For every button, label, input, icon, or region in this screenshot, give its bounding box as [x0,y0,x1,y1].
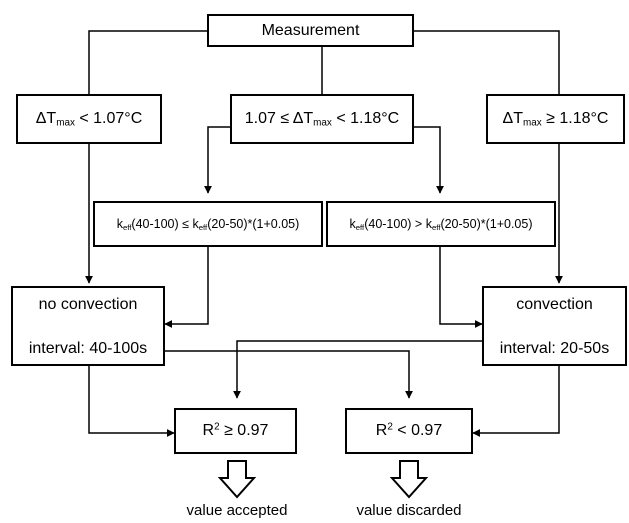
connector-convection-to-r2-lt [472,365,560,437]
delta-t-low-label: ΔTmax < 1.07°C [35,110,143,129]
connector-convection-to-r2-ge [233,340,482,399]
delta-t-high-label: ΔTmax ≥ 1.18°C [502,110,609,129]
connector-no-convection-to-r2-ge [88,365,175,437]
r2-discard-box: R2 < 0.97 [345,408,473,454]
convection-interval: interval: 20-50s [499,340,610,357]
keff-le-box: keff(40-100) ≤ keff(20-50)*(1+0.05) [93,201,323,247]
keff-gt-box: keff(40-100) > keff(20-50)*(1+0.05) [326,201,556,247]
connector-keff-gt-to-convection [439,246,483,328]
connector-keff-le-to-no-convection [164,246,209,328]
convection-box: convection interval: 20-50s [482,286,627,366]
r2-discard-label: R2 < 0.97 [375,421,443,439]
no-convection-box: no convection interval: 40-100s [11,286,165,366]
value-accepted-label: value accepted [186,502,288,519]
keff-gt-label: keff(40-100) > keff(20-50)*(1+0.05) [349,217,533,232]
connector-mid-to-keff-le [204,126,230,194]
measurement-label: Measurement [261,21,360,39]
value-discarded-label: value discarded [356,502,462,519]
keff-le-label: keff(40-100) ≤ keff(20-50)*(1+0.05) [116,217,300,232]
r2-accept-box: R2 ≥ 0.97 [174,408,297,454]
no-convection-title: no convection [38,296,138,313]
delta-t-mid-box: 1.07 ≤ ΔTmax < 1.18°C [230,94,414,144]
convection-title: convection [516,296,593,313]
connector-measurement-to-high [414,30,560,94]
connector-mid-to-keff-gt [414,126,444,194]
no-convection-interval: interval: 40-100s [28,340,148,357]
accepted-arrow-icon [217,460,257,499]
discarded-arrow-icon [389,460,429,499]
connector-no-convection-to-r2-lt [165,350,413,399]
r2-accept-label: R2 ≥ 0.97 [202,421,269,439]
connector-measurement-to-low [88,30,207,94]
delta-t-high-box: ΔTmax ≥ 1.18°C [486,94,625,144]
delta-t-mid-label: 1.07 ≤ ΔTmax < 1.18°C [244,110,400,129]
delta-t-low-box: ΔTmax < 1.07°C [16,94,162,144]
measurement-box: Measurement [207,14,414,47]
